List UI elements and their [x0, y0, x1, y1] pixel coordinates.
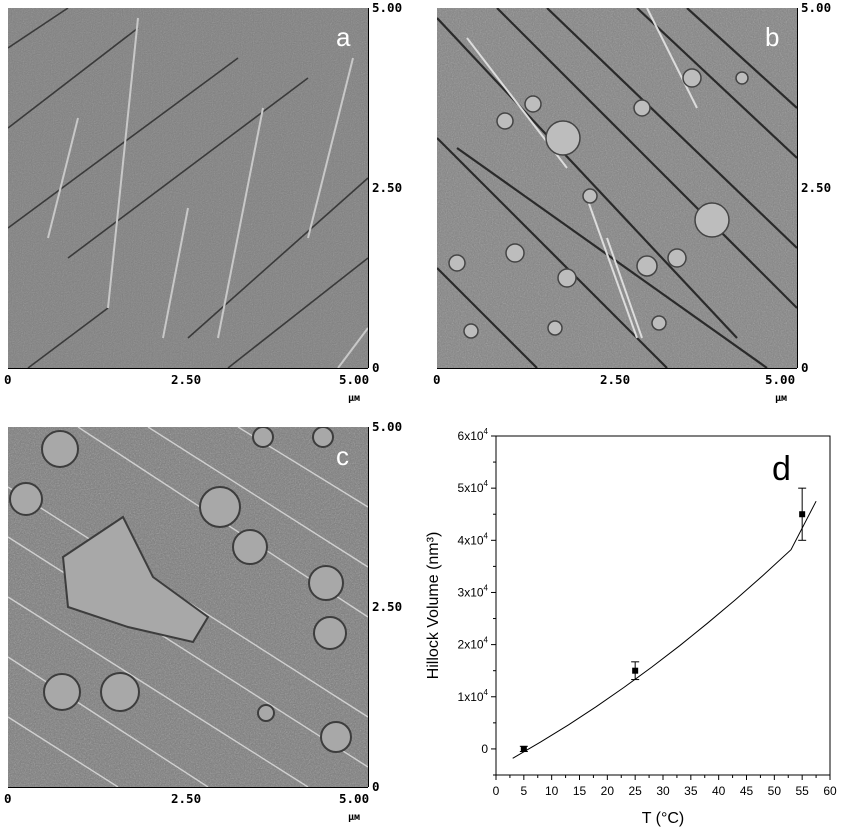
y-tick-label: 4x104	[458, 531, 489, 547]
x-tick-label: 40	[712, 784, 726, 798]
x-axis-label: T (°C)	[642, 810, 685, 827]
y-tick-b-0: 5.00	[801, 0, 832, 15]
y-tick-a-1: 2.50	[372, 180, 403, 195]
x-tick-label: 15	[573, 784, 587, 798]
panel-letter-b: b	[765, 22, 780, 52]
fit-curve	[512, 500, 817, 759]
afm-image-c	[8, 427, 368, 787]
panel-letter-c: c	[336, 441, 349, 471]
chart-svg: 0 5 10 15 20 25 30 35 40 45 50 55 60 0 1x104 2x104 3x10…	[425, 427, 837, 827]
x-tick-b-2: 5.00	[765, 372, 796, 387]
y-tick-label: 3x104	[458, 583, 489, 599]
afm-image-a	[8, 8, 368, 368]
x-tick-label: 60	[823, 784, 837, 798]
y-tick-label: 6x104	[458, 427, 489, 443]
x-unit-b: μм	[775, 393, 788, 404]
x-tick-label: 25	[628, 784, 642, 798]
x-tick-label: 10	[545, 784, 559, 798]
x-unit-a: μм	[348, 393, 361, 404]
y-axis-line-a	[368, 8, 369, 368]
y-axis-label: Hillock Volume (nm³)	[425, 532, 442, 680]
data-point	[520, 745, 527, 752]
y-tick-c-2: 0	[372, 779, 380, 794]
y-tick-label: 2x104	[458, 636, 489, 652]
x-tick-a-1: 2.50	[171, 372, 202, 387]
panel-letter-d: d	[772, 450, 791, 488]
y-tick-label: 5x104	[458, 479, 489, 495]
x-tick-label: 5	[520, 784, 527, 798]
x-tick-label: 45	[740, 784, 754, 798]
x-tick-label: 20	[601, 784, 615, 798]
data-point	[799, 511, 806, 518]
x-axis-line-b	[437, 368, 797, 369]
y-tick-b-2: 0	[801, 360, 809, 375]
y-tick-b-1: 2.50	[801, 180, 832, 195]
x-tick-c-2: 5.00	[339, 791, 370, 806]
y-tick-c-1: 2.50	[372, 599, 403, 614]
x-tick-a-0: 0	[4, 372, 12, 387]
x-tick-a-2: 5.00	[339, 372, 370, 387]
panel-letter-a: a	[336, 22, 351, 52]
x-tick-c-0: 0	[4, 791, 12, 806]
x-tick-label: 0	[493, 784, 500, 798]
x-tick-label: 55	[795, 784, 809, 798]
x-tick-b-1: 2.50	[600, 372, 631, 387]
y-axis-line-b	[797, 8, 798, 368]
x-tick-label: 50	[768, 784, 782, 798]
data-point	[632, 667, 639, 674]
x-tick-b-0: 0	[433, 372, 441, 387]
x-tick-label: 30	[656, 784, 670, 798]
x-axis-line-a	[8, 368, 368, 369]
x-tick-label: 35	[684, 784, 698, 798]
y-tick-a-0: 5.00	[372, 0, 403, 15]
y-tick-c-0: 5.00	[372, 419, 403, 434]
x-unit-c: μм	[348, 812, 361, 823]
y-tick-label: 0	[481, 742, 488, 756]
y-tick-a-2: 0	[372, 360, 380, 375]
x-axis-line-c	[8, 787, 368, 788]
chart-panel-d: 0 5 10 15 20 25 30 35 40 45 50 55 60 0 1x104 2x104 3x10…	[420, 420, 850, 834]
y-axis-line-c	[368, 427, 369, 787]
afm-image-b	[437, 8, 797, 368]
y-tick-label: 1x104	[458, 688, 489, 704]
x-tick-c-1: 2.50	[171, 791, 202, 806]
